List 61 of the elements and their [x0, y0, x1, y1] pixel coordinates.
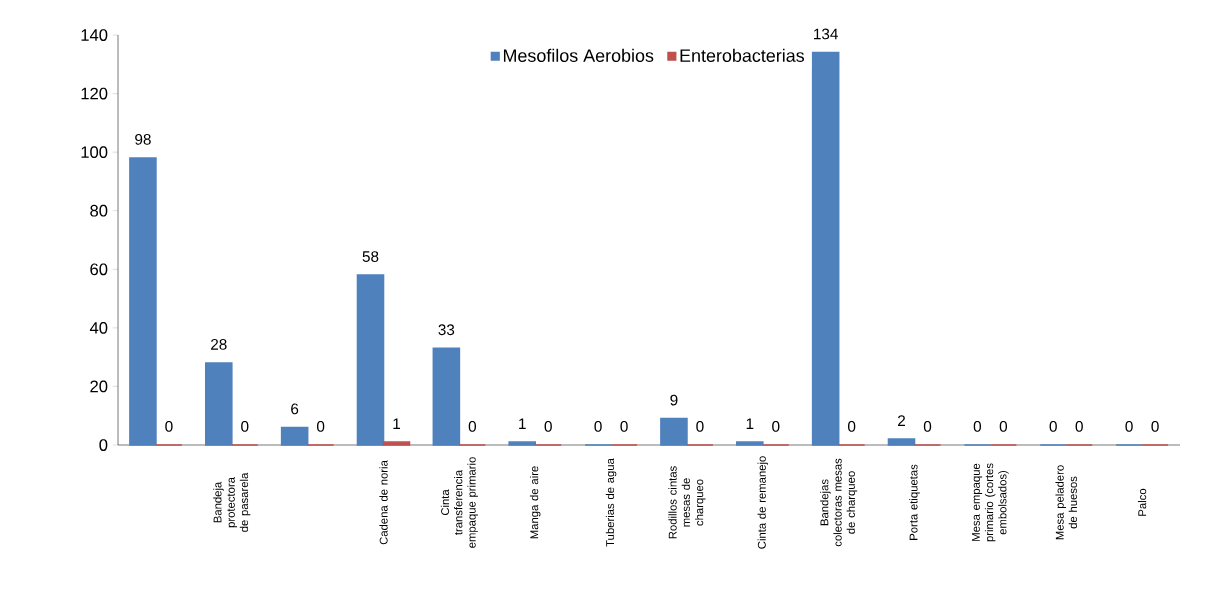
- x-tick-label: Cinta de remanejo: [757, 456, 769, 549]
- legend-label: Mesofilos Aerobios: [503, 48, 654, 62]
- y-tick-label: 20: [90, 380, 108, 393]
- data-label: 0: [772, 420, 780, 432]
- bar: [432, 347, 461, 446]
- data-label: 9: [670, 394, 678, 406]
- x-tick-label: Manga de aire: [529, 466, 541, 539]
- data-label: 0: [848, 420, 856, 432]
- x-tick-label: Cinta transferencia empaque primario: [440, 457, 478, 548]
- bar: [129, 157, 157, 446]
- data-label: 0: [468, 420, 477, 432]
- y-tick-label: 120: [81, 87, 108, 100]
- bar: [887, 438, 916, 446]
- y-tick-label: 80: [90, 204, 108, 217]
- data-label: 33: [438, 324, 455, 336]
- data-label: 0: [1075, 420, 1083, 432]
- bar: [660, 417, 688, 446]
- data-label: 0: [923, 420, 932, 432]
- data-label: 0: [999, 420, 1008, 432]
- bar: [736, 441, 764, 446]
- bar: [508, 441, 537, 446]
- x-tick-label: Tuberias de agua: [605, 458, 617, 547]
- x-tick-label: Rodillos cintas mesas de charqueo: [668, 466, 706, 539]
- data-label: 6: [291, 403, 299, 415]
- bar: [204, 362, 233, 446]
- x-tick-label: Palco: [1137, 488, 1147, 516]
- x-tick-label: Porta etiquetas: [909, 464, 920, 540]
- data-label: 28: [211, 338, 227, 350]
- y-tick-label: 60: [90, 263, 108, 276]
- y-tick-label: 40: [89, 321, 108, 334]
- data-label: 0: [620, 420, 628, 432]
- data-label: 1: [519, 418, 526, 429]
- data-label: 0: [317, 420, 325, 432]
- data-label: 58: [362, 251, 379, 262]
- y-tick-label: 140: [81, 29, 108, 41]
- x-tick-label: Cadena de noria: [379, 460, 388, 545]
- data-label: 2: [898, 415, 905, 426]
- data-label: 0: [973, 420, 982, 432]
- x-tick-label: Mesa empaque primario (cortes embolsados): [972, 463, 1009, 542]
- data-label: 0: [696, 420, 704, 432]
- y-tick-label: 100: [81, 146, 108, 159]
- bar: [811, 51, 840, 446]
- data-label: 0: [544, 420, 552, 432]
- data-label: 0: [165, 420, 173, 432]
- data-label: 0: [1049, 420, 1057, 432]
- data-label: 1: [746, 418, 754, 429]
- data-label: 0: [1125, 420, 1133, 432]
- data-label: 98: [135, 133, 151, 145]
- legend-label: Enterobacterias: [680, 48, 805, 62]
- bar: [356, 274, 385, 446]
- data-label: 134: [814, 28, 838, 40]
- x-tick-label: Mesa peladero de huesos: [1055, 465, 1078, 540]
- bar: [280, 426, 309, 446]
- x-tick-label: Bandejas colectoras mesas de charqueo: [820, 458, 858, 547]
- data-label: 0: [594, 420, 602, 432]
- data-label: 0: [1151, 420, 1159, 432]
- bar: [382, 441, 411, 446]
- data-label: 0: [241, 420, 249, 432]
- y-tick-label: 0: [99, 439, 108, 451]
- x-tick-label: Bandeja protectora de pasarela: [213, 472, 251, 532]
- data-label: 1: [393, 418, 401, 429]
